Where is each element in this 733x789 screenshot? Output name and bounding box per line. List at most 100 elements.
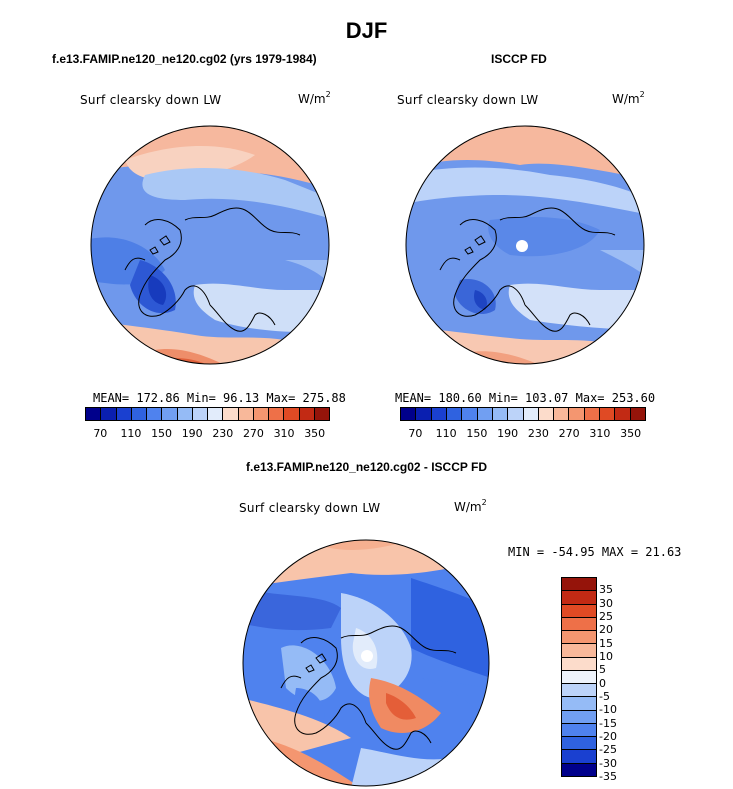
figure-title: DJF: [345, 18, 388, 43]
colorbar-swatch: [562, 697, 596, 711]
colorbar-tick-label: 230: [527, 427, 549, 440]
colorbar-swatch: [562, 737, 596, 751]
colorbar-tick-label: 30: [599, 596, 613, 610]
panel-3-units: W/m2: [454, 498, 487, 514]
pole-hole-marker: [516, 240, 528, 252]
panel-2-units: W/m2: [612, 90, 645, 106]
colorbar-swatch: [600, 408, 616, 420]
colorbar-swatch: [162, 408, 178, 420]
colorbar-swatch: [562, 591, 596, 605]
colorbar-swatch: [562, 750, 596, 764]
pole-hole-marker: [361, 650, 373, 662]
colorbar-swatch: [401, 408, 417, 420]
panel-3-stats: MIN = -54.95 MAX = 21.63: [508, 545, 682, 559]
colorbar-swatch: [562, 604, 596, 618]
colorbar-tick-label: 25: [599, 610, 613, 623]
colorbar-swatch: [562, 684, 596, 698]
colorbar-tick-label: -20: [599, 730, 617, 743]
colorbar-tick-label: -5: [599, 690, 610, 703]
colorbar-swatch: [284, 408, 300, 420]
colorbar-swatch: [508, 408, 524, 420]
colorbar-swatch: [562, 644, 596, 658]
panel-1-colorbar: [85, 407, 330, 421]
colorbar-swatch: [477, 408, 493, 420]
panel-3-colorbar: [561, 577, 597, 777]
colorbar-swatch: [562, 631, 596, 645]
colorbar-swatch: [562, 763, 596, 776]
panel-3-colorbar-ticks: 35 30 25 20 15 10 5 0 -5 -10 -15 -20 -25 -30 -35: [599, 577, 639, 783]
colorbar-tick-label: 150: [466, 427, 488, 440]
colorbar-tick-label: 190: [497, 427, 519, 440]
colorbar-swatch: [299, 408, 315, 420]
panel-2-stats: MEAN= 180.60 Min= 103.07 Max= 253.60: [395, 391, 656, 405]
colorbar-swatch: [238, 408, 254, 420]
colorbar-tick-label: 350: [304, 427, 326, 440]
colorbar-tick-label: 110: [435, 427, 457, 440]
colorbar-tick-label: 5: [599, 663, 606, 677]
colorbar-tick-label: 0: [599, 676, 606, 690]
panel-1-stats: MEAN= 172.86 Min= 96.13 Max= 275.88: [93, 391, 346, 405]
colorbar-swatch: [147, 408, 163, 420]
colorbar-tick-label: 230: [212, 427, 234, 440]
colorbar-tick-label: 20: [599, 623, 613, 637]
colorbar-tick-label: -10: [599, 703, 617, 717]
colorbar-swatch: [569, 408, 585, 420]
colorbar-swatch: [177, 408, 193, 420]
colorbar-swatch: [492, 408, 509, 420]
colorbar-swatch: [192, 408, 208, 420]
colorbar-swatch: [538, 408, 555, 420]
panel-3-variable-label: Surf clearsky down LW: [239, 501, 381, 515]
panel-3-title: f.e13.FAMIP.ne120_ne120.cg02 - ISCCP FD: [245, 460, 487, 474]
colorbar-tick-label: 190: [181, 427, 203, 440]
colorbar-swatch: [116, 408, 132, 420]
colorbar-swatch: [562, 578, 596, 592]
panel-1-variable-label: Surf clearsky down LW: [80, 93, 222, 107]
panel-1-units: W/m2: [298, 90, 331, 106]
colorbar-swatch: [253, 408, 269, 420]
colorbar-swatch: [208, 408, 224, 420]
colorbar-swatch: [615, 408, 631, 420]
colorbar-tick-label: 310: [589, 427, 611, 440]
colorbar-swatch: [554, 408, 570, 420]
colorbar-swatch: [314, 408, 329, 420]
panel-2-title: ISCCP FD: [491, 52, 547, 66]
colorbar-tick-label: 110: [120, 427, 142, 440]
colorbar-tick-label: 15: [599, 636, 613, 650]
colorbar-swatch: [630, 408, 645, 420]
panel-2-map: [405, 125, 645, 365]
colorbar-swatch: [562, 657, 596, 671]
colorbar-tick-label: -25: [599, 743, 617, 757]
colorbar-swatch: [462, 408, 478, 420]
colorbar-swatch: [269, 408, 285, 420]
colorbar-swatch: [131, 408, 147, 420]
colorbar-swatch: [562, 723, 596, 738]
colorbar-swatch: [584, 408, 601, 420]
colorbar-tick-label: 270: [242, 427, 264, 440]
colorbar-swatch: [101, 408, 117, 420]
colorbar-swatch: [86, 408, 102, 420]
colorbar-tick-label: -15: [599, 716, 617, 730]
colorbar-tick-label: 150: [151, 427, 173, 440]
colorbar-swatch: [562, 617, 596, 632]
colorbar-tick-label: 310: [273, 427, 295, 440]
colorbar-tick-label: -30: [599, 756, 617, 770]
colorbar-tick-label: 350: [620, 427, 642, 440]
colorbar-tick-label: 270: [558, 427, 580, 440]
panel-1-colorbar-ticks: 70 110 150 190 230 270 310 350: [85, 427, 330, 441]
colorbar-tick-label: 35: [599, 583, 613, 597]
panel-2-colorbar: [400, 407, 646, 421]
panel-1-title: f.e13.FAMIP.ne120_ne120.cg02 (yrs 1979-1…: [52, 52, 317, 66]
colorbar-swatch: [223, 408, 239, 420]
colorbar-tick-label: 70: [93, 427, 108, 440]
colorbar-swatch: [562, 670, 596, 685]
panel-3-map: [242, 539, 490, 787]
panel-2-variable-label: Surf clearsky down LW: [397, 93, 539, 107]
colorbar-tick-label: -35: [599, 770, 617, 783]
colorbar-swatch: [446, 408, 463, 420]
panel-2-colorbar-ticks: 70 110 150 190 230 270 310 350: [400, 427, 646, 441]
colorbar-swatch: [562, 710, 596, 724]
colorbar-tick-label: 10: [599, 650, 613, 663]
colorbar-swatch: [523, 408, 539, 420]
panel-1-map: [90, 125, 330, 365]
colorbar-swatch: [416, 408, 432, 420]
